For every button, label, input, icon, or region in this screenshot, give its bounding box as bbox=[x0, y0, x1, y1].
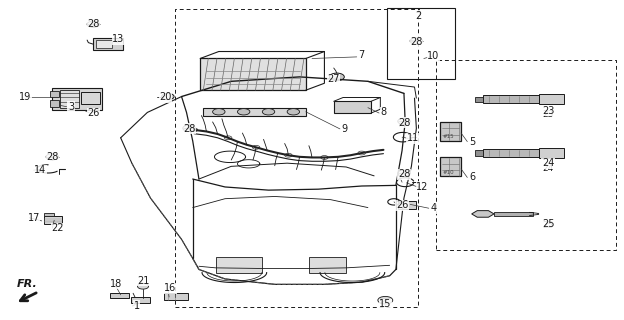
Bar bbox=[475, 97, 483, 102]
Circle shape bbox=[329, 73, 344, 81]
Text: 13: 13 bbox=[112, 35, 124, 44]
Polygon shape bbox=[472, 211, 494, 217]
Circle shape bbox=[162, 93, 174, 100]
Circle shape bbox=[397, 118, 410, 124]
Circle shape bbox=[183, 125, 195, 132]
Text: 3: 3 bbox=[68, 102, 74, 112]
Circle shape bbox=[46, 154, 59, 160]
Bar bbox=[397, 201, 416, 209]
Text: 17: 17 bbox=[27, 213, 40, 223]
Bar bbox=[494, 212, 532, 215]
Text: 25: 25 bbox=[542, 221, 553, 230]
Text: 14: 14 bbox=[34, 165, 46, 175]
Text: #15: #15 bbox=[442, 134, 454, 140]
Bar bbox=[50, 91, 59, 97]
Circle shape bbox=[137, 284, 149, 289]
Bar bbox=[61, 90, 79, 108]
Bar bbox=[539, 148, 563, 158]
Bar bbox=[309, 257, 346, 273]
Bar bbox=[44, 216, 62, 224]
Text: 23: 23 bbox=[542, 110, 553, 119]
Text: 28: 28 bbox=[183, 124, 195, 134]
Text: 21: 21 bbox=[137, 276, 149, 285]
Bar bbox=[483, 149, 539, 157]
Circle shape bbox=[87, 21, 100, 28]
Text: 9: 9 bbox=[341, 124, 348, 134]
Text: 22: 22 bbox=[51, 223, 64, 233]
Text: 1: 1 bbox=[134, 301, 140, 311]
FancyBboxPatch shape bbox=[200, 59, 306, 90]
Bar bbox=[52, 88, 102, 110]
Circle shape bbox=[410, 38, 422, 44]
Text: FR.: FR. bbox=[17, 279, 38, 289]
Text: 25: 25 bbox=[542, 219, 554, 229]
Bar bbox=[94, 38, 122, 50]
Text: 10: 10 bbox=[427, 51, 439, 61]
Circle shape bbox=[397, 170, 410, 177]
Text: 26: 26 bbox=[396, 200, 408, 210]
Text: 16: 16 bbox=[164, 284, 177, 293]
Text: 8: 8 bbox=[381, 108, 386, 117]
Text: 5: 5 bbox=[469, 137, 475, 147]
Bar bbox=[475, 150, 483, 156]
Text: 28: 28 bbox=[397, 117, 410, 128]
Circle shape bbox=[378, 296, 392, 304]
Bar bbox=[44, 213, 54, 216]
Bar bbox=[216, 257, 262, 273]
Bar bbox=[539, 94, 563, 104]
Text: 15: 15 bbox=[379, 299, 391, 309]
Bar bbox=[110, 292, 129, 298]
Text: 7: 7 bbox=[359, 50, 365, 60]
Text: 24: 24 bbox=[542, 158, 554, 168]
Text: 4: 4 bbox=[430, 203, 436, 213]
Circle shape bbox=[238, 108, 250, 115]
Circle shape bbox=[287, 108, 300, 115]
Text: 28: 28 bbox=[410, 37, 422, 47]
Text: 19: 19 bbox=[19, 92, 31, 102]
Text: 24: 24 bbox=[542, 164, 553, 173]
Bar bbox=[334, 101, 371, 113]
Text: 2: 2 bbox=[416, 11, 422, 21]
Bar bbox=[130, 297, 150, 303]
Text: 12: 12 bbox=[416, 182, 429, 192]
Text: 18: 18 bbox=[110, 279, 122, 289]
Text: 23: 23 bbox=[542, 106, 554, 116]
Text: 28: 28 bbox=[397, 169, 410, 179]
Bar bbox=[50, 100, 59, 107]
Circle shape bbox=[213, 108, 225, 115]
Text: 28: 28 bbox=[46, 152, 59, 163]
Bar bbox=[96, 40, 112, 48]
Bar bbox=[440, 157, 461, 177]
Text: 27: 27 bbox=[328, 74, 340, 84]
Bar bbox=[203, 108, 306, 116]
Bar bbox=[440, 122, 461, 141]
Text: 6: 6 bbox=[469, 172, 475, 182]
Text: 26: 26 bbox=[87, 108, 99, 118]
Bar bbox=[386, 8, 455, 79]
Bar bbox=[483, 95, 539, 103]
Bar bbox=[164, 293, 188, 300]
Text: 28: 28 bbox=[87, 19, 99, 28]
Circle shape bbox=[262, 108, 275, 115]
Text: #10: #10 bbox=[442, 170, 454, 175]
Text: 20: 20 bbox=[159, 92, 172, 102]
Bar bbox=[81, 92, 100, 105]
Text: 11: 11 bbox=[406, 133, 419, 143]
